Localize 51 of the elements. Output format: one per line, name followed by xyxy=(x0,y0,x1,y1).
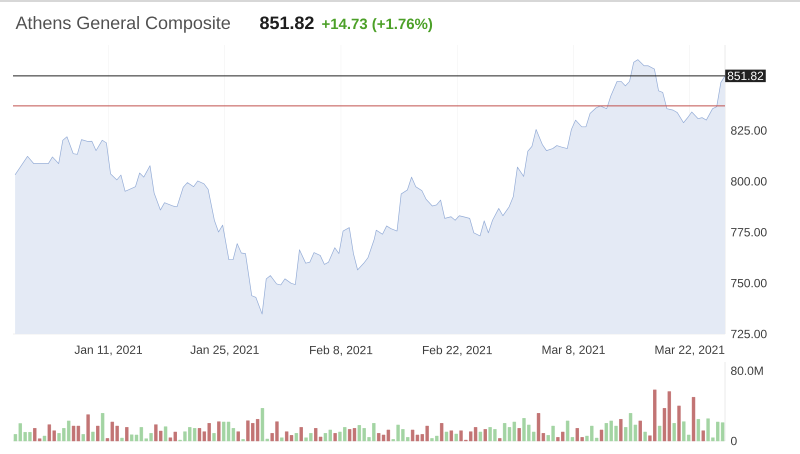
y-tick-label: 750.00 xyxy=(731,278,767,288)
bar xyxy=(164,426,168,442)
y-tick-label: 0 xyxy=(730,436,737,446)
bar xyxy=(600,430,604,442)
y-tick-label: 80.0M xyxy=(731,366,763,376)
x-tick-label: Jan 25, 2021 xyxy=(190,346,259,356)
bar xyxy=(484,429,487,442)
y-tick-label: 725.00 xyxy=(731,330,767,338)
bar xyxy=(82,434,85,442)
bar xyxy=(619,419,623,442)
bar xyxy=(96,426,100,442)
bar xyxy=(517,428,521,442)
bar xyxy=(236,431,240,442)
y-tick-label: 775.00 xyxy=(731,228,767,236)
bar xyxy=(86,414,90,442)
bar xyxy=(643,432,647,442)
x-tick-label: Feb 22, 2021 xyxy=(422,346,492,356)
y-tick-label: 800.00 xyxy=(731,177,767,186)
bar xyxy=(440,423,444,442)
bar xyxy=(658,426,662,442)
chart-title: Athens General Composite xyxy=(16,16,230,33)
text: +14.73 (+1.76%) xyxy=(322,18,432,32)
bar xyxy=(444,432,448,442)
bar xyxy=(478,432,482,442)
bar xyxy=(672,423,676,442)
bar xyxy=(454,434,458,442)
bar xyxy=(91,432,95,442)
chart-subtitle: 851.82 xyxy=(260,16,314,30)
bar xyxy=(217,421,221,442)
bar xyxy=(125,427,129,442)
ref-line-label: 851.82 xyxy=(728,72,764,80)
bar xyxy=(280,437,284,442)
bar xyxy=(299,427,303,442)
bar xyxy=(692,397,696,442)
bar xyxy=(696,419,700,442)
bar xyxy=(100,413,104,442)
bar xyxy=(212,433,216,442)
bar xyxy=(677,406,681,442)
x-tick-label: Jan 11, 2021 xyxy=(74,346,142,356)
x-tick-label: Feb 8, 2021 xyxy=(310,346,372,356)
bar xyxy=(638,420,642,442)
bar xyxy=(42,436,46,442)
bar xyxy=(294,433,298,442)
bar xyxy=(498,438,502,442)
x-tick-label: Mar 8, 2021 xyxy=(542,346,605,356)
bar xyxy=(120,438,124,442)
y-tick-label: 825.00 xyxy=(731,126,767,135)
bar xyxy=(702,430,705,442)
x-tick-label: Mar 22, 2021 xyxy=(655,346,724,356)
bar xyxy=(333,433,337,442)
bar xyxy=(450,430,454,442)
